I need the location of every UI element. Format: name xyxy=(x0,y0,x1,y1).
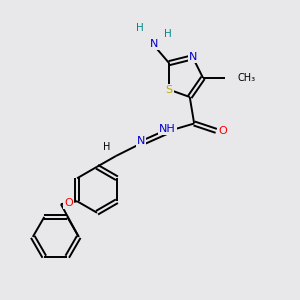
Text: NH: NH xyxy=(159,124,176,134)
Text: CH₃: CH₃ xyxy=(238,73,256,83)
Text: H: H xyxy=(164,29,172,39)
Text: N: N xyxy=(188,52,197,62)
Text: N: N xyxy=(150,39,159,49)
Text: H: H xyxy=(136,23,144,33)
Text: H: H xyxy=(103,142,110,152)
Text: O: O xyxy=(64,198,73,208)
Text: O: O xyxy=(218,126,227,136)
Text: S: S xyxy=(166,85,173,94)
Text: N: N xyxy=(137,136,146,146)
